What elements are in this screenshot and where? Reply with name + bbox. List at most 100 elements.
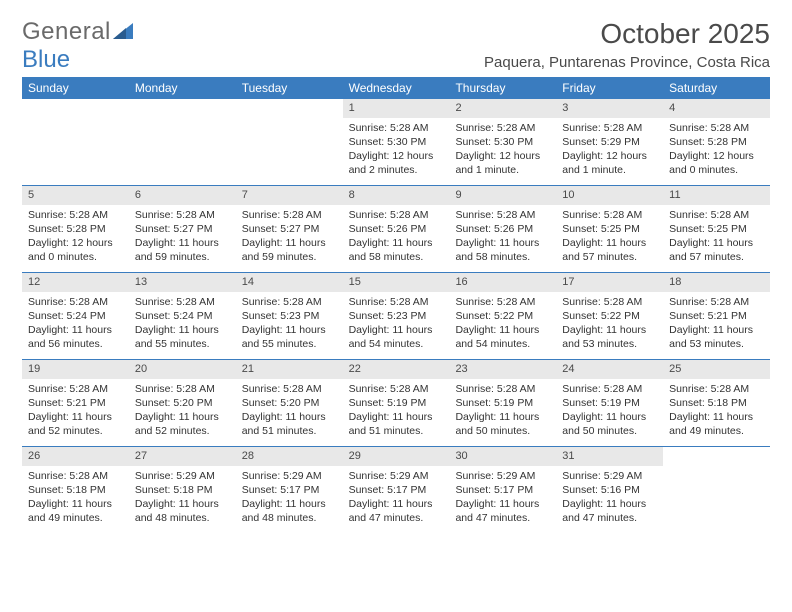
sunset-text: Sunset: 5:28 PM [28,222,123,236]
sunset-text: Sunset: 5:21 PM [28,396,123,410]
sunset-text: Sunset: 5:22 PM [562,309,657,323]
calendar-row: 26Sunrise: 5:28 AMSunset: 5:18 PMDayligh… [22,447,770,533]
day-details: Sunrise: 5:28 AMSunset: 5:24 PMDaylight:… [22,295,129,352]
calendar-cell: 29 Sunrise: 5:29 AMSunset: 5:17 PMDayligh… [343,447,450,533]
calendar-row: 5Sunrise: 5:28 AMSunset: 5:28 PMDaylight… [22,186,770,273]
calendar-cell: 31 Sunrise: 5:29 AMSunset: 5:16 PMDayligh… [556,447,663,533]
calendar-cell: 23Sunrise: 5:28 AMSunset: 5:19 PMDayligh… [449,360,556,446]
daylight-text: Daylight: 12 hours and 1 minute. [455,149,550,177]
header: General October 2025 Paquera, Puntarenas… [22,18,770,71]
sunset-text: Sunset: 5:25 PM [669,222,764,236]
daylight-text: Daylight: 11 hours and 50 minutes. [562,410,657,438]
sunrise-text: Sunrise: 5:28 AM [242,208,337,222]
sunrise-text: Sunrise: 5:28 AM [349,382,444,396]
day-details: Sunrise: 5:29 AMSunset: 5:16 PMDaylight:… [556,469,663,526]
sunset-text: Sunset: 5:17 PM [455,483,550,497]
sunset-text: Sunset: 5:17 PM [349,483,444,497]
day-number [236,99,343,103]
daylight-text: Daylight: 11 hours and 51 minutes. [242,410,337,438]
sunrise-text: Sunrise: 5:28 AM [349,208,444,222]
daylight-text: Daylight: 11 hours and 48 minutes. [242,497,337,525]
day-details: Sunrise: 5:28 AMSunset: 5:21 PMDaylight:… [663,295,770,352]
day-number: 31 [556,447,663,466]
day-number: 22 [343,360,450,379]
day-details: Sunrise: 5:29 AMSunset: 5:18 PMDaylight:… [129,469,236,526]
day-details: Sunrise: 5:28 AMSunset: 5:22 PMDaylight:… [449,295,556,352]
sunrise-text: Sunrise: 5:28 AM [28,208,123,222]
daylight-text: Daylight: 11 hours and 55 minutes. [135,323,230,351]
day-details: Sunrise: 5:28 AMSunset: 5:26 PMDaylight:… [343,208,450,265]
calendar-row: 12Sunrise: 5:28 AMSunset: 5:24 PMDayligh… [22,273,770,360]
sunset-text: Sunset: 5:29 PM [562,135,657,149]
sunrise-text: Sunrise: 5:28 AM [242,382,337,396]
calendar: Sunday Monday Tuesday Wednesday Thursday… [22,77,770,533]
calendar-row: 1Sunrise: 5:28 AMSunset: 5:30 PMDaylight… [22,99,770,186]
day-header: Monday [129,77,236,99]
day-number: 5 [22,186,129,205]
day-details: Sunrise: 5:29 AMSunset: 5:17 PMDaylight:… [236,469,343,526]
daylight-text: Daylight: 11 hours and 58 minutes. [349,236,444,264]
day-details: Sunrise: 5:28 AMSunset: 5:20 PMDaylight:… [129,382,236,439]
calendar-cell: 12Sunrise: 5:28 AMSunset: 5:24 PMDayligh… [22,273,129,359]
sunrise-text: Sunrise: 5:29 AM [242,469,337,483]
sunrise-text: Sunrise: 5:28 AM [28,295,123,309]
sunrise-text: Sunrise: 5:28 AM [135,208,230,222]
day-details: Sunrise: 5:28 AMSunset: 5:27 PMDaylight:… [129,208,236,265]
month-title: October 2025 [484,18,770,50]
calendar-cell: 1Sunrise: 5:28 AMSunset: 5:30 PMDaylight… [343,99,450,185]
daylight-text: Daylight: 11 hours and 58 minutes. [455,236,550,264]
sunrise-text: Sunrise: 5:29 AM [135,469,230,483]
daylight-text: Daylight: 12 hours and 1 minute. [562,149,657,177]
calendar-body: 1Sunrise: 5:28 AMSunset: 5:30 PMDaylight… [22,99,770,533]
sunset-text: Sunset: 5:16 PM [562,483,657,497]
day-number: 29 [343,447,450,466]
sunrise-text: Sunrise: 5:28 AM [669,382,764,396]
day-number: 4 [663,99,770,118]
calendar-cell: 3Sunrise: 5:28 AMSunset: 5:29 PMDaylight… [556,99,663,185]
calendar-cell: 22Sunrise: 5:28 AMSunset: 5:19 PMDayligh… [343,360,450,446]
daylight-text: Daylight: 11 hours and 57 minutes. [562,236,657,264]
sunrise-text: Sunrise: 5:28 AM [562,382,657,396]
daylight-text: Daylight: 11 hours and 54 minutes. [349,323,444,351]
sunset-text: Sunset: 5:19 PM [562,396,657,410]
sunrise-text: Sunrise: 5:28 AM [349,121,444,135]
calendar-cell: 15Sunrise: 5:28 AMSunset: 5:23 PMDayligh… [343,273,450,359]
calendar-cell [22,99,129,185]
day-number: 27 [129,447,236,466]
sunrise-text: Sunrise: 5:29 AM [455,469,550,483]
daylight-text: Daylight: 11 hours and 49 minutes. [669,410,764,438]
day-number: 8 [343,186,450,205]
day-details: Sunrise: 5:28 AMSunset: 5:20 PMDaylight:… [236,382,343,439]
calendar-cell: 8 Sunrise: 5:28 AMSunset: 5:26 PMDaylight… [343,186,450,272]
calendar-cell: 6 Sunrise: 5:28 AMSunset: 5:27 PMDaylight… [129,186,236,272]
daylight-text: Daylight: 11 hours and 47 minutes. [455,497,550,525]
calendar-cell: 27 Sunrise: 5:29 AMSunset: 5:18 PMDayligh… [129,447,236,533]
daylight-text: Daylight: 11 hours and 48 minutes. [135,497,230,525]
day-number: 13 [129,273,236,292]
day-header: Saturday [663,77,770,99]
calendar-cell: 11 Sunrise: 5:28 AMSunset: 5:25 PMDayligh… [663,186,770,272]
daylight-text: Daylight: 11 hours and 50 minutes. [455,410,550,438]
day-details: Sunrise: 5:28 AMSunset: 5:28 PMDaylight:… [663,121,770,178]
day-number: 26 [22,447,129,466]
calendar-cell: 26Sunrise: 5:28 AMSunset: 5:18 PMDayligh… [22,447,129,533]
sunset-text: Sunset: 5:20 PM [135,396,230,410]
sunset-text: Sunset: 5:30 PM [349,135,444,149]
calendar-header-row: Sunday Monday Tuesday Wednesday Thursday… [22,77,770,99]
day-number: 11 [663,186,770,205]
calendar-cell: 4 Sunrise: 5:28 AMSunset: 5:28 PMDaylight… [663,99,770,185]
day-number: 3 [556,99,663,118]
calendar-cell: 21Sunrise: 5:28 AMSunset: 5:20 PMDayligh… [236,360,343,446]
daylight-text: Daylight: 11 hours and 59 minutes. [242,236,337,264]
title-block: October 2025 Paquera, Puntarenas Provinc… [484,18,770,71]
sunset-text: Sunset: 5:17 PM [242,483,337,497]
sunset-text: Sunset: 5:24 PM [135,309,230,323]
sunrise-text: Sunrise: 5:28 AM [28,382,123,396]
sunrise-text: Sunrise: 5:28 AM [455,121,550,135]
day-details: Sunrise: 5:29 AMSunset: 5:17 PMDaylight:… [343,469,450,526]
day-number: 14 [236,273,343,292]
day-number: 6 [129,186,236,205]
day-details: Sunrise: 5:28 AMSunset: 5:25 PMDaylight:… [663,208,770,265]
calendar-row: 19Sunrise: 5:28 AMSunset: 5:21 PMDayligh… [22,360,770,447]
calendar-cell: 10Sunrise: 5:28 AMSunset: 5:25 PMDayligh… [556,186,663,272]
